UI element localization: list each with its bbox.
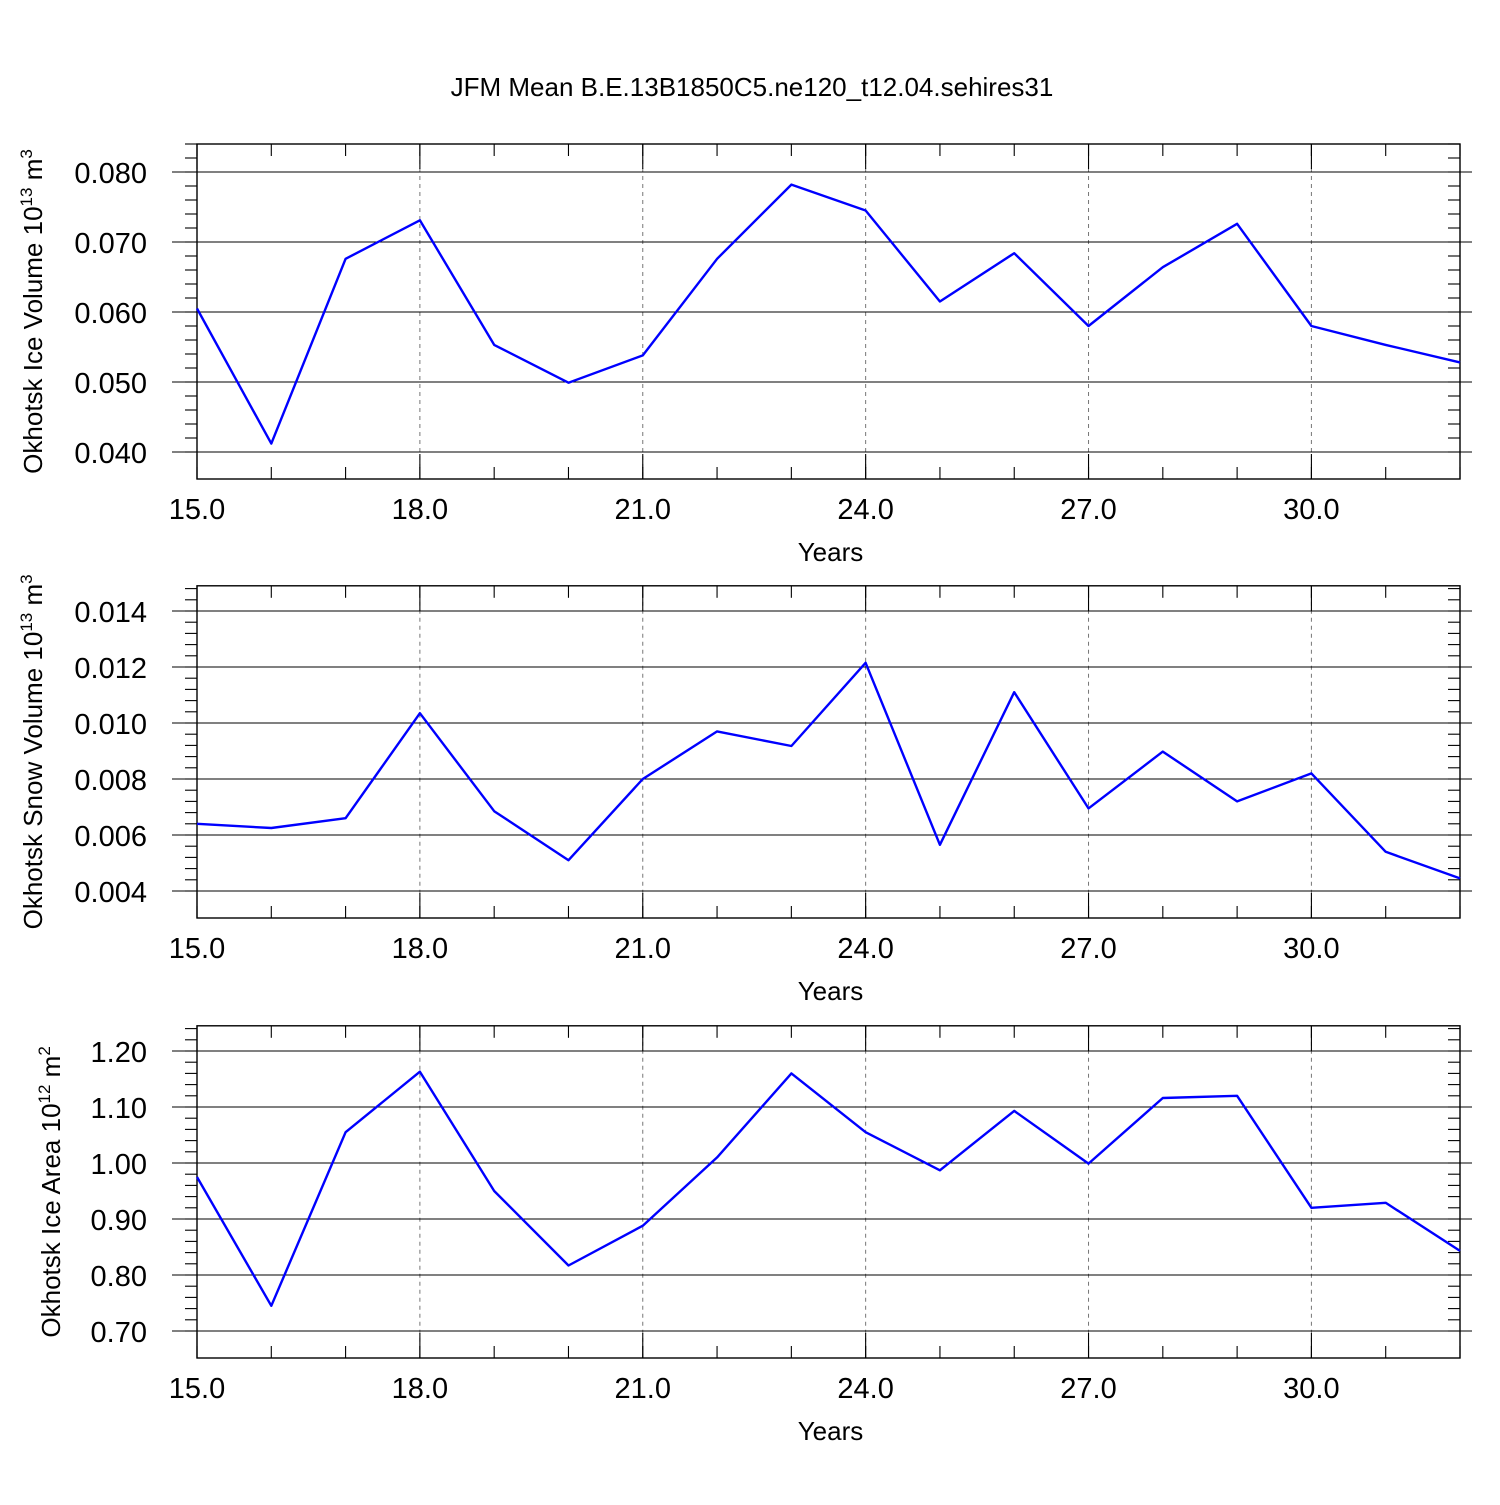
panel-3-y-axis-title-part-2: m [36, 1056, 66, 1085]
panel-2-y-tick-label-3: 0.010 [74, 709, 147, 741]
panel-1-x-tick-label-5: 30.0 [1283, 494, 1339, 526]
panel-1-x-tick-label-4: 27.0 [1060, 494, 1116, 526]
panel-3-y-tick-label-1: 0.80 [91, 1261, 147, 1293]
panel-1-y-axis-title: Okhotsk Ice Volume 1013 m3 [17, 149, 48, 474]
panel-2-y-tick-label-0: 0.004 [74, 877, 147, 909]
panel-2-y-axis-title-part-2: m [18, 584, 48, 613]
panel-2-y-axis-title: Okhotsk Snow Volume 1013 m3 [17, 574, 48, 929]
panel-2-x-axis-title: Years [798, 976, 864, 1006]
panel-3-y-axis-title-part-1: 12 [35, 1085, 54, 1104]
panel-1-y-axis-title-part-3: 3 [17, 149, 36, 158]
panel-3-y-tick-label-3: 1.00 [91, 1149, 147, 1181]
panel-1-x-axis-title: Years [798, 537, 864, 567]
panel-3-frame [196, 1025, 1461, 1359]
panel-2-x-tick-label-5: 30.0 [1283, 933, 1339, 965]
panel-3: 0.70 0.80 0.90 1.00 1.10 1.20 15.0 18.0 21.0 24.0… [35, 1025, 1472, 1446]
panel-2-x-tick-label-4: 27.0 [1060, 933, 1116, 965]
panel-2-x-tick-label-3: 24.0 [837, 933, 893, 965]
panel-1-x-tick-label-1: 18.0 [392, 494, 448, 526]
panel-3-x-tick-label-1: 18.0 [392, 1373, 448, 1405]
panel-2-x-tick-label-1: 18.0 [392, 933, 448, 965]
panel-3-x-tick-label-2: 21.0 [615, 1373, 671, 1405]
panel-3-y-tick-label-4: 1.10 [91, 1093, 147, 1125]
panel-3-x-tick-label-0: 15.0 [169, 1373, 225, 1405]
panel-1-y-tick-label-0: 0.040 [74, 438, 147, 470]
panel-2-x-tick-label-2: 21.0 [615, 933, 671, 965]
panel-1-y-tick-label-3: 0.070 [74, 228, 147, 260]
panel-3-y-tick-label-2: 0.90 [91, 1205, 147, 1237]
panel-3-x-axis-title: Years [798, 1416, 864, 1446]
panel-1-y-axis-title-part-0: Okhotsk Ice Volume 10 [18, 206, 48, 473]
panel-2-x-tick-label-0: 15.0 [169, 933, 225, 965]
panel-1-x-tick-label-0: 15.0 [169, 494, 225, 526]
panel-2-y-axis-title-part-1: 13 [17, 613, 36, 632]
panel-2-y-tick-label-2: 0.008 [74, 765, 147, 797]
panel-3-y-tick-label-5: 1.20 [91, 1037, 147, 1069]
panel-2-y-tick-label-1: 0.006 [74, 821, 147, 853]
panel-2: 0.004 0.006 0.008 0.010 0.012 0.014 15.0 18.0 21… [17, 574, 1472, 1006]
panel-1-x-tick-label-2: 21.0 [615, 494, 671, 526]
panel-1: 0.040 0.050 0.060 0.070 0.080 15.0 18.0 21.0 24.… [17, 143, 1472, 567]
panel-1-y-tick-label-2: 0.060 [74, 298, 147, 330]
panel-1-y-tick-label-4: 0.080 [74, 158, 147, 190]
panel-2-frame [196, 585, 1461, 919]
panel-3-y-tick-label-0: 0.70 [91, 1317, 147, 1349]
panel-3-x-tick-label-4: 27.0 [1060, 1373, 1116, 1405]
panel-2-y-tick-label-4: 0.012 [74, 653, 147, 685]
panel-2-y-tick-label-5: 0.014 [74, 597, 147, 629]
panel-2-y-axis-title-part-0: Okhotsk Snow Volume 10 [18, 632, 48, 930]
panel-1-y-axis-title-part-2: m [18, 159, 48, 188]
panel-1-x-tick-label-3: 24.0 [837, 494, 893, 526]
panel-3-y-axis-title-part-0: Okhotsk Ice Area 10 [36, 1103, 66, 1337]
figure-title: JFM Mean B.E.13B1850C5.ne120_t12.04.sehi… [451, 72, 1054, 102]
panel-2-series-line-0 [196, 661, 1461, 880]
panel-1-y-axis-title-part-1: 13 [17, 188, 36, 207]
panel-3-x-tick-label-5: 30.0 [1283, 1373, 1339, 1405]
panel-3-y-axis-title-part-3: 2 [35, 1046, 54, 1055]
panel-2-y-axis-title-part-3: 3 [17, 574, 36, 583]
panel-3-y-axis-title: Okhotsk Ice Area 1012 m2 [35, 1046, 66, 1337]
panel-1-y-tick-label-1: 0.050 [74, 368, 147, 400]
panel-3-series-line-0 [195, 1070, 1461, 1308]
panel-3-x-tick-label-3: 24.0 [837, 1373, 893, 1405]
panel-1-series-line-0 [195, 183, 1461, 445]
